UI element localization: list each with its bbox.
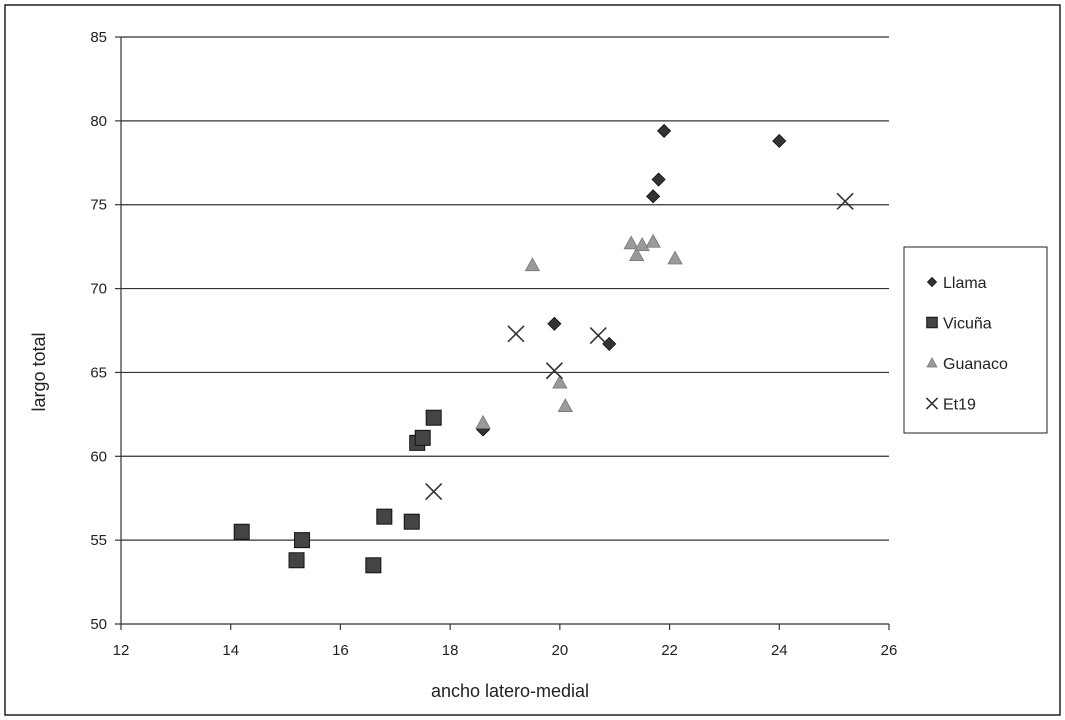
data-point-et19: [589, 326, 607, 345]
legend-marker-llama: [926, 276, 938, 288]
x-tick-label: 22: [661, 642, 678, 659]
y-tick-label: 70: [90, 281, 107, 298]
data-point-vicu-a: [233, 523, 250, 540]
data-point-llama: [772, 133, 787, 149]
legend-label-vicu-a: Vicuña: [943, 316, 992, 333]
y-tick-label: 85: [90, 29, 107, 46]
legend-marker-guanaco: [926, 357, 938, 368]
legend: Llama Vicuña Guanaco Et19: [903, 246, 1048, 434]
y-axis-title: largo total: [29, 332, 49, 411]
data-point-guanaco: [645, 233, 661, 248]
data-point-et19: [836, 192, 854, 210]
data-point-guanaco: [667, 250, 683, 265]
legend-marker-et19: [925, 397, 939, 410]
data-point-guanaco: [552, 374, 568, 389]
data-point-llama: [651, 172, 666, 187]
x-tick-label: 20: [552, 642, 569, 659]
legend-box: [903, 246, 1048, 434]
x-tick-label: 24: [771, 642, 788, 659]
data-point-guanaco: [524, 257, 541, 272]
x-axis-title: ancho latero-medial: [431, 681, 589, 701]
x-tick-label: 16: [332, 642, 349, 659]
data-point-vicu-a: [414, 429, 431, 446]
gridlines: [121, 36, 889, 541]
data-point-guanaco: [623, 235, 639, 250]
legend-label-llama: Llama: [943, 275, 987, 292]
y-tick-label: 65: [90, 364, 107, 381]
legend-marker-vicu-a: [926, 316, 938, 329]
y-tick-labels: 50 55 60 65 70 75 80 85: [90, 29, 107, 633]
y-tick-label: 60: [90, 448, 107, 465]
data-points: [233, 123, 854, 574]
data-point-et19: [425, 482, 443, 501]
data-point-et19: [507, 325, 525, 343]
y-tick-label: 50: [90, 616, 107, 633]
x-tick-label: 14: [222, 642, 239, 659]
axes: [115, 36, 890, 630]
y-tick-label: 55: [90, 532, 107, 549]
x-tick-label: 18: [442, 642, 459, 659]
data-point-llama: [646, 189, 661, 204]
legend-label-guanaco: Guanaco: [943, 356, 1008, 373]
x-tick-label: 12: [113, 642, 130, 659]
data-point-vicu-a: [403, 513, 420, 530]
data-point-llama: [657, 123, 672, 138]
data-point-et19: [545, 362, 563, 380]
data-point-vicu-a: [376, 508, 393, 525]
x-tick-labels: 12 14 16 18 20 22 24 26: [113, 642, 898, 659]
data-point-vicu-a: [425, 409, 442, 426]
legend-label-et19: Et19: [943, 397, 976, 414]
data-point-llama: [547, 316, 562, 331]
y-tick-label: 80: [90, 113, 107, 130]
data-point-guanaco: [475, 414, 491, 429]
y-tick-label: 75: [90, 197, 107, 214]
data-point-guanaco: [628, 247, 645, 262]
data-point-vicu-a: [365, 557, 382, 574]
chart-border: [4, 4, 1061, 716]
data-point-vicu-a: [294, 532, 311, 549]
data-point-vicu-a: [288, 552, 305, 569]
x-tick-label: 26: [881, 642, 898, 659]
data-point-guanaco: [557, 398, 574, 412]
